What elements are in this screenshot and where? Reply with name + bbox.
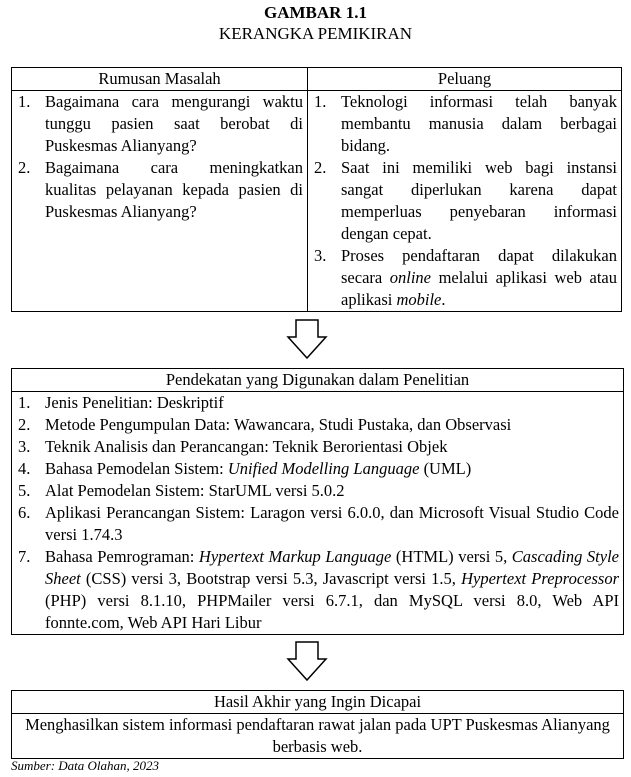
item-text: Saat ini memiliki web bagi instansi sang… (341, 158, 617, 243)
problem-item: 2. Bagaimana cara meningkatkan kualitas p… (12, 157, 307, 223)
item-text: Bagaimana cara mengurangi waktu tunggu p… (45, 92, 303, 155)
item-text-italic: Cascading Style Sheet (45, 547, 619, 588)
item-text-italic: mobile (396, 290, 442, 309)
source-note: Sumber: Data Olahan, 2023 (11, 758, 160, 773)
item-text: Bagaimana cara meningkatkan kualitas pel… (45, 158, 303, 221)
item-number: 1. (314, 92, 327, 111)
result-box: Hasil Akhir yang Ingin Dicapai Menghasil… (11, 690, 624, 759)
item-number: 1. (18, 393, 31, 412)
item-number: 3. (18, 437, 31, 456)
approach-item: 2. Metode Pengumpulan Data: Wawancara, St… (12, 414, 623, 436)
figure-label: GAMBAR 1.1 (264, 3, 367, 22)
item-text: (HTML) versi 5, (391, 547, 512, 566)
opportunity-header: Peluang (307, 67, 622, 91)
item-number: 4. (18, 459, 31, 478)
result-header: Hasil Akhir yang Ingin Dicapai (11, 690, 624, 714)
approach-item: 3. Teknik Analisis dan Perancangan: Tekni… (12, 436, 623, 458)
item-text: Jenis Penelitian: Deskriptif (45, 393, 224, 412)
problem-cell: 1. Bagaimana cara mengurangi waktu tunggu… (11, 90, 308, 312)
item-text: Teknologi informasi telah banyak membant… (341, 92, 617, 155)
item-text: Bahasa Pemodelan Sistem: (45, 459, 228, 478)
item-text-italic: Unified Modelling Language (227, 459, 420, 478)
problem-item: 1. Bagaimana cara mengurangi waktu tunggu… (12, 91, 307, 157)
item-number: 2. (18, 415, 31, 434)
item-text: (UML) (419, 459, 472, 478)
item-number: 6. (18, 503, 31, 522)
approach-header: Pendekatan yang Digunakan dalam Peneliti… (11, 368, 624, 392)
approach-item: 4. Bahasa Pemodelan Sistem: Unified Model… (12, 458, 623, 480)
opportunity-item: 2. Saat ini memiliki web bagi instansi sa… (308, 157, 621, 245)
item-text: Aplikasi Perancangan Sistem: Laragon ver… (45, 503, 619, 544)
opportunity-item: 1. Teknologi informasi telah banyak memba… (308, 91, 621, 157)
item-number: 5. (18, 481, 31, 500)
item-text: Bahasa Pemrograman: (45, 547, 199, 566)
approach-item: 7. Bahasa Pemrograman: Hypertext Markup L… (12, 546, 623, 634)
item-number: 2. (18, 158, 31, 177)
item-text-italic: online (389, 268, 432, 287)
opportunity-item: 3. Proses pendaftaran dapat dilakukan sec… (308, 245, 621, 311)
opportunity-cell: 1. Teknologi informasi telah banyak memba… (307, 90, 622, 312)
opportunity-list: 1. Teknologi informasi telah banyak memba… (308, 91, 621, 311)
item-text: Alat Pemodelan Sistem: StarUML versi 5.0… (45, 481, 345, 500)
item-number: 2. (314, 158, 327, 177)
approach-box: Pendekatan yang Digunakan dalam Peneliti… (11, 368, 624, 635)
item-text: Teknik Analisis dan Perancangan: Teknik … (45, 437, 448, 456)
down-arrow-icon (286, 641, 328, 682)
item-number: 3. (314, 246, 327, 265)
item-text: . (441, 290, 446, 309)
item-number: 1. (18, 92, 31, 111)
approach-item: 5. Alat Pemodelan Sistem: StarUML versi 5… (12, 480, 623, 502)
item-text-italic: Hypertext Markup Language (198, 547, 392, 566)
item-text: melalui aplikasi web atau aplikasi (341, 268, 617, 309)
item-text: (CSS) versi 3, Bootstrap versi 5.3, Java… (80, 569, 462, 588)
problem-opportunity-box: Rumusan Masalah Peluang 1. Bagaimana cara… (11, 67, 622, 312)
problem-header: Rumusan Masalah (11, 67, 308, 91)
problem-list: 1. Bagaimana cara mengurangi waktu tunggu… (12, 91, 307, 223)
approach-cell: 1. Jenis Penelitian: Deskriptif 2. Metode … (11, 391, 624, 635)
approach-item: 1. Jenis Penelitian: Deskriptif (12, 392, 623, 414)
approach-item: 6. Aplikasi Perancangan Sistem: Laragon v… (12, 502, 623, 546)
item-text: Proses pendaftaran dapat dilakukan secar… (341, 246, 617, 287)
item-text-italic: Hypertext Preprocessor (461, 569, 619, 588)
item-number: 7. (18, 547, 31, 566)
item-text: Metode Pengumpulan Data: Wawancara, Stud… (45, 415, 512, 434)
figure-title: KERANGKA PEMIKIRAN (218, 24, 413, 43)
result-text: Menghasilkan sistem informasi pendaftara… (11, 713, 624, 759)
item-text: (PHP) versi 8.1.10, PHPMailer versi 6.7.… (45, 591, 619, 632)
down-arrow-icon (286, 319, 328, 360)
approach-list: 1. Jenis Penelitian: Deskriptif 2. Metode … (12, 392, 623, 634)
